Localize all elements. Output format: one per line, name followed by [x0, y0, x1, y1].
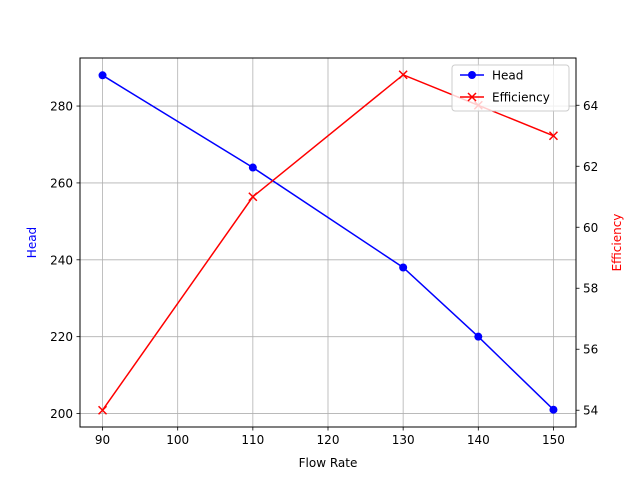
head-data-point	[98, 71, 107, 80]
series-layer	[98, 70, 558, 415]
head-data-point	[474, 332, 483, 341]
left-y-tick-label: 200	[50, 407, 73, 421]
legend-efficiency-marker	[467, 92, 477, 102]
axis-ticks: 90 100 110 120 130 140 150 200 220 240 260 280 54 56 5…	[50, 99, 598, 447]
x-tick-label: 90	[95, 433, 110, 447]
left-y-tick-label: 240	[50, 253, 73, 267]
right-y-tick-label: 60	[583, 221, 598, 235]
left-y-tick-label: 280	[50, 100, 73, 114]
right-y-tick-label: 62	[583, 160, 598, 174]
x-tick-label: 150	[542, 433, 565, 447]
right-y-axis-label: Efficiency	[610, 214, 624, 272]
grid-lines	[80, 58, 576, 427]
right-y-tick-label: 56	[583, 343, 598, 357]
right-y-tick-label: 54	[583, 404, 598, 418]
right-y-tick-label: 64	[583, 99, 598, 113]
legend: Head Efficiency	[451, 64, 570, 112]
head-data-point	[549, 405, 558, 414]
legend-head-marker	[468, 71, 476, 79]
x-axis-label: Flow Rate	[299, 456, 358, 470]
efficiency-data-point	[98, 405, 108, 415]
head-data-point	[248, 163, 257, 172]
legend-efficiency-label: Efficiency	[492, 91, 550, 105]
legend-head-label: Head	[492, 69, 523, 83]
efficiency-data-point	[398, 70, 408, 80]
left-y-tick-label: 220	[50, 330, 73, 344]
efficiency-data-point	[548, 131, 558, 141]
left-y-axis-label: Head	[25, 227, 39, 258]
x-tick-label: 100	[166, 433, 189, 447]
x-tick-label: 130	[392, 433, 415, 447]
x-tick-label: 110	[241, 433, 264, 447]
right-y-tick-label: 58	[583, 282, 598, 296]
efficiency-data-point	[248, 192, 258, 202]
left-y-tick-label: 260	[50, 176, 73, 190]
x-tick-label: 140	[467, 433, 490, 447]
x-tick-label: 120	[317, 433, 340, 447]
legend-box	[451, 64, 570, 112]
head-data-point	[399, 263, 408, 272]
